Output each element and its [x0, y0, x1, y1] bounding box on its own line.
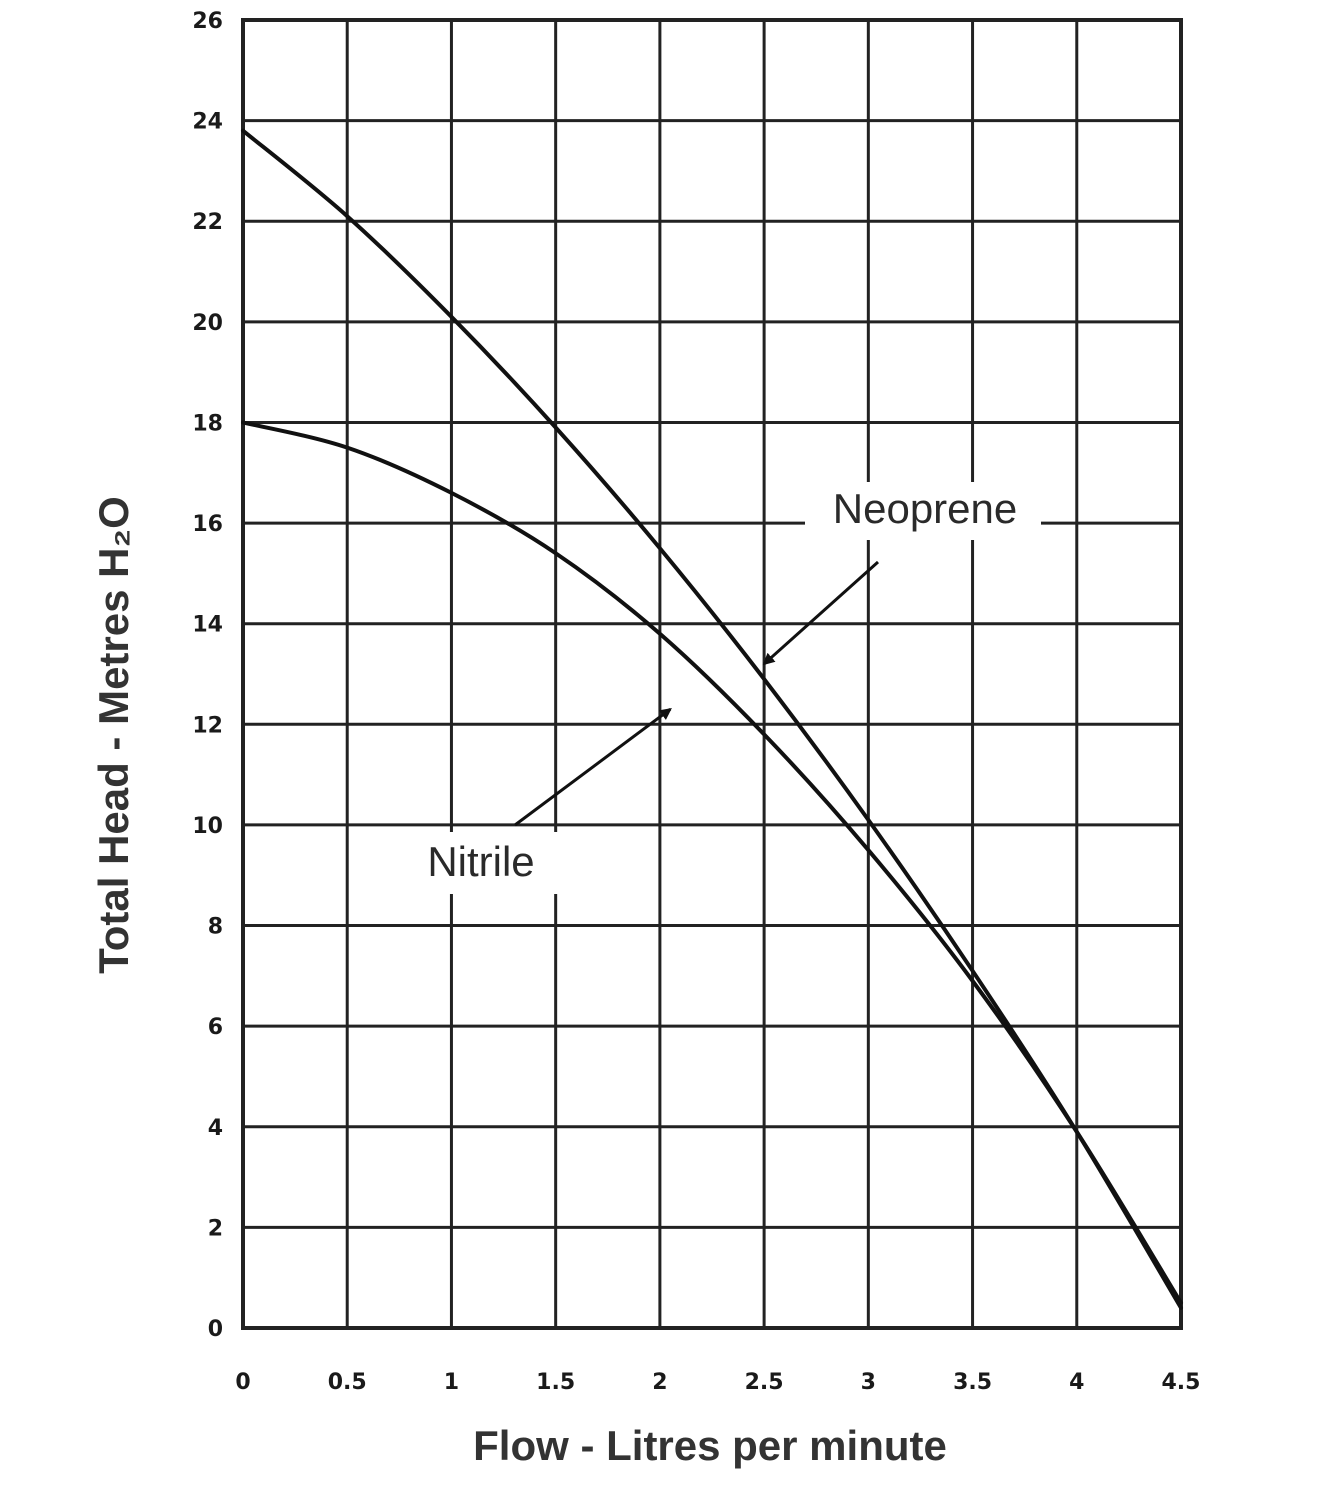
x-tick-label: 3 [861, 1370, 876, 1395]
x-tick-label: 1 [444, 1370, 459, 1395]
y-tick-label: 4 [208, 1116, 223, 1141]
x-tick-label: 2.5 [745, 1370, 784, 1395]
annotation-label-nitrile: Nitrile [427, 838, 534, 885]
annotations: Neoprene Nitrile [410, 482, 1041, 894]
annotation-arrow-neoprene [762, 560, 880, 666]
x-tick-label: 2 [652, 1370, 667, 1395]
y-tick-label: 14 [192, 613, 223, 638]
y-tick-label: 0 [208, 1317, 223, 1342]
x-tick-label: 4.5 [1162, 1370, 1201, 1395]
annotation-box-neoprene [805, 482, 1041, 540]
y-tick-label: 24 [192, 110, 223, 135]
annotation-arrow-nitrile [514, 708, 672, 827]
y-tick-label: 2 [208, 1216, 223, 1241]
y-tick-label: 16 [192, 512, 223, 537]
annotation-label-neoprene: Neoprene [833, 485, 1017, 532]
y-tick-label: 12 [192, 713, 223, 738]
series-line-neoprene [241, 128, 1183, 1310]
y-tick-label: 8 [208, 915, 223, 940]
y-tick-label: 10 [192, 814, 223, 839]
x-tick-label: 4 [1069, 1370, 1084, 1395]
x-tick-label: 0.5 [328, 1370, 367, 1395]
y-axis-title: Total Head - Metres H₂O [90, 496, 137, 974]
series-lines [241, 128, 1183, 1310]
x-axis-title: Flow - Litres per minute [473, 1422, 947, 1469]
x-tick-label: 3.5 [953, 1370, 992, 1395]
plot-frame [241, 18, 1183, 1330]
grid [241, 18, 1183, 1330]
x-tick-label: 1.5 [536, 1370, 575, 1395]
series-line-nitrile [241, 420, 1183, 1305]
y-tick-label: 6 [208, 1015, 223, 1040]
x-tick-label: 0 [235, 1370, 250, 1395]
x-axis-ticks: 0 0.5 1 1.5 2 2.5 3 3.5 4 4.5 [235, 1370, 1200, 1395]
annotation-box-nitrile [410, 832, 560, 894]
y-tick-label: 18 [192, 411, 223, 436]
y-tick-label: 22 [192, 210, 223, 235]
y-tick-label: 26 [192, 9, 223, 34]
y-tick-label: 20 [192, 311, 223, 336]
